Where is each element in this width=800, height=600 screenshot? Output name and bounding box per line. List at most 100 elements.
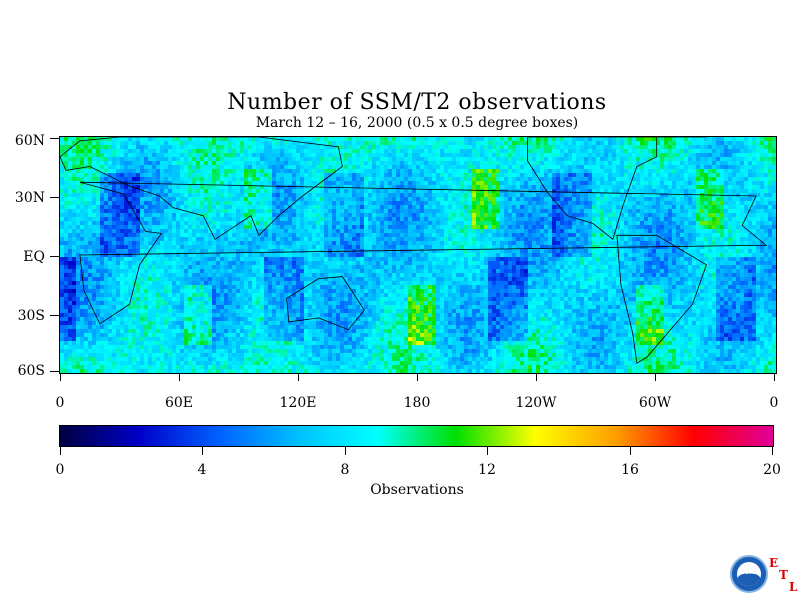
field-cell bbox=[420, 185, 424, 189]
field-cell bbox=[724, 137, 728, 141]
field-cell bbox=[308, 173, 312, 177]
field-cell bbox=[92, 185, 96, 189]
field-cell bbox=[704, 145, 708, 149]
field-cell bbox=[748, 237, 752, 241]
field-cell bbox=[420, 193, 424, 197]
field-cell bbox=[744, 189, 748, 193]
field-cell bbox=[720, 169, 724, 173]
field-cell bbox=[680, 169, 684, 173]
field-cell bbox=[60, 193, 64, 197]
field-cell bbox=[656, 169, 660, 173]
field-cell bbox=[316, 173, 320, 177]
field-cell bbox=[772, 157, 776, 161]
field-cell bbox=[648, 181, 652, 185]
field-cell bbox=[676, 193, 680, 197]
field-cell bbox=[360, 157, 364, 161]
field-cell bbox=[436, 149, 440, 153]
field-cell bbox=[88, 245, 92, 249]
field-cell bbox=[172, 153, 176, 157]
field-cell bbox=[348, 225, 352, 229]
field-cell bbox=[568, 205, 572, 209]
field-cell bbox=[520, 225, 524, 229]
field-cell bbox=[248, 185, 252, 189]
field-cell bbox=[696, 233, 700, 237]
field-cell bbox=[364, 169, 368, 173]
field-cell bbox=[460, 201, 464, 205]
field-cell bbox=[204, 193, 208, 197]
field-cell bbox=[96, 173, 100, 177]
field-cell bbox=[652, 181, 656, 185]
field-cell bbox=[668, 201, 672, 205]
field-cell bbox=[620, 217, 624, 221]
field-cell bbox=[600, 205, 604, 209]
field-cell bbox=[288, 157, 292, 161]
field-cell bbox=[744, 145, 748, 149]
field-cell bbox=[492, 185, 496, 189]
field-cell bbox=[560, 205, 564, 209]
field-cell bbox=[280, 173, 284, 177]
field-cell bbox=[452, 201, 456, 205]
field-cell bbox=[368, 209, 372, 213]
field-cell bbox=[716, 141, 720, 145]
field-cell bbox=[536, 221, 540, 225]
field-cell bbox=[152, 201, 156, 205]
field-cell bbox=[244, 209, 248, 213]
field-cell bbox=[84, 201, 88, 205]
field-cell bbox=[196, 225, 200, 229]
field-cell bbox=[344, 149, 348, 153]
field-cell bbox=[176, 141, 180, 145]
field-cell bbox=[548, 229, 552, 233]
field-cell bbox=[564, 141, 568, 145]
field-cell bbox=[640, 201, 644, 205]
field-cell bbox=[180, 229, 184, 233]
field-cell bbox=[576, 177, 580, 181]
field-cell bbox=[188, 229, 192, 233]
field-cell bbox=[164, 217, 168, 221]
field-cell bbox=[508, 213, 512, 217]
field-cell bbox=[396, 217, 400, 221]
field-cell bbox=[132, 153, 136, 157]
field-cell bbox=[192, 149, 196, 153]
field-cell bbox=[288, 225, 292, 229]
field-cell bbox=[212, 197, 216, 201]
field-cell bbox=[280, 161, 284, 165]
field-cell bbox=[492, 241, 496, 245]
field-cell bbox=[184, 213, 188, 217]
field-cell bbox=[92, 201, 96, 205]
field-cell bbox=[652, 213, 656, 217]
field-cell bbox=[416, 217, 420, 221]
field-cell bbox=[580, 241, 584, 245]
field-cell bbox=[532, 173, 536, 177]
field-cell bbox=[588, 213, 592, 217]
field-cell bbox=[576, 241, 580, 245]
field-cell bbox=[432, 217, 436, 221]
field-cell bbox=[508, 181, 512, 185]
field-cell bbox=[540, 217, 544, 221]
field-cell bbox=[328, 213, 332, 217]
field-cell bbox=[136, 245, 140, 249]
field-cell bbox=[704, 157, 708, 161]
field-cell bbox=[392, 193, 396, 197]
field-cell bbox=[304, 165, 308, 169]
field-cell bbox=[400, 201, 404, 205]
field-cell bbox=[264, 141, 268, 145]
field-cell bbox=[252, 225, 256, 229]
field-cell bbox=[72, 185, 76, 189]
field-cell bbox=[680, 193, 684, 197]
field-cell bbox=[624, 205, 628, 209]
field-cell bbox=[540, 201, 544, 205]
field-cell bbox=[576, 193, 580, 197]
field-cell bbox=[184, 237, 188, 241]
field-cell bbox=[720, 205, 724, 209]
field-cell bbox=[572, 225, 576, 229]
field-cell bbox=[676, 197, 680, 201]
field-cell bbox=[72, 173, 76, 177]
field-cell bbox=[200, 237, 204, 241]
field-cell bbox=[204, 229, 208, 233]
field-cell bbox=[132, 169, 136, 173]
field-cell bbox=[304, 137, 308, 141]
field-cell bbox=[112, 137, 116, 141]
field-cell bbox=[724, 145, 728, 149]
field-cell bbox=[508, 169, 512, 173]
field-cell bbox=[80, 233, 84, 237]
